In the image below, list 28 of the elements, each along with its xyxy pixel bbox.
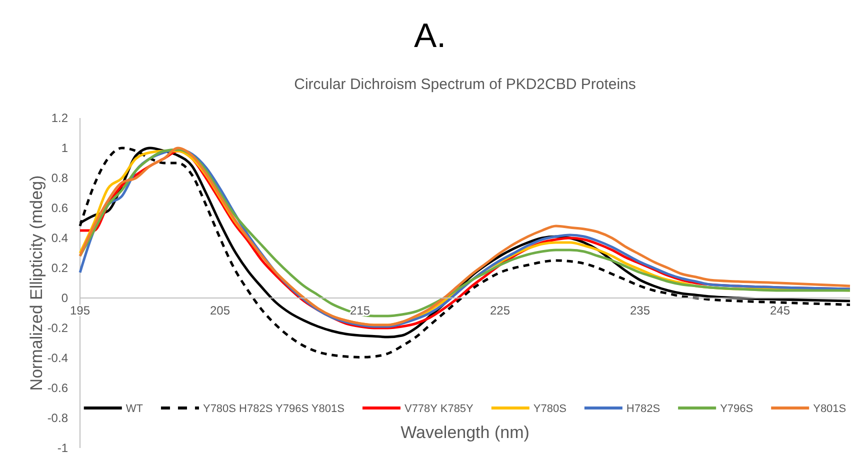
legend-label: V778Y K785Y — [404, 403, 474, 415]
legend-label: Y796S — [720, 403, 754, 415]
x-axis-title: Wavelength (nm) — [400, 423, 530, 442]
y-tick-label: 0.2 — [51, 260, 68, 275]
x-tick-label: 195 — [70, 304, 90, 318]
legend-label: Y801S — [813, 403, 846, 415]
x-tick-label: 235 — [630, 304, 650, 318]
y-tick-label: 0.6 — [51, 200, 68, 215]
y-tick-label: 1.2 — [51, 110, 68, 125]
y-tick-label: 0.8 — [51, 170, 68, 185]
x-tick-label: 245 — [770, 304, 790, 318]
y-tick-label: -0.6 — [47, 380, 68, 395]
y-tick-label: -0.8 — [47, 410, 68, 425]
y-tick-label: 0 — [61, 290, 68, 305]
legend-label: H782S — [626, 403, 660, 415]
legend-label: Y780S — [533, 403, 566, 415]
y-tick-label: -1 — [57, 440, 68, 455]
x-tick-label: 225 — [490, 304, 510, 318]
y-tick-label: 1 — [61, 140, 68, 155]
chart-title: A. — [414, 17, 446, 55]
chart-subtitle: Circular Dichroism Spectrum of PKD2CBD Proteins — [294, 76, 636, 93]
y-tick-label: -0.4 — [47, 350, 68, 365]
y-axis-title: Normalized Ellipticity (mdeg) — [27, 175, 46, 391]
y-tick-label: 0.4 — [51, 230, 68, 245]
y-tick-label: -0.2 — [47, 320, 68, 335]
legend-label: Y780S H782S Y796S Y801S — [202, 403, 344, 415]
x-tick-label: 205 — [210, 304, 230, 318]
legend-label: WT — [126, 403, 144, 415]
